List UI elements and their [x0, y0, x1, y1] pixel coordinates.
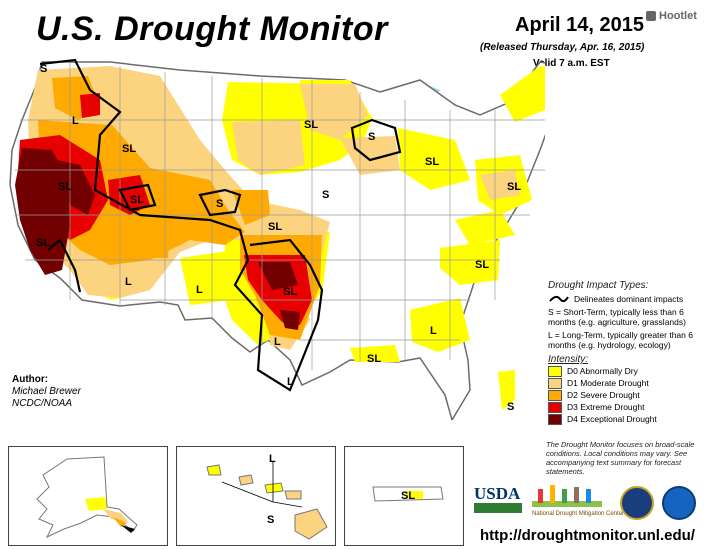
hawaii-inset: L S: [176, 446, 336, 546]
d2-label: D2 Severe Drought: [567, 390, 640, 400]
footnote: The Drought Monitor focuses on broad-sca…: [546, 440, 695, 476]
impact-label: SL: [367, 353, 381, 365]
intensity-title: Intensity:: [548, 354, 589, 365]
alaska-map: [36, 456, 138, 539]
puerto-rico-map: SL: [372, 486, 444, 502]
impact-label: L: [72, 115, 79, 127]
impact-label: S: [368, 131, 375, 143]
intensity-d0: D0 Abnormally Dry: [548, 365, 710, 377]
impact-label: SL: [58, 181, 72, 193]
hawaii-label-s: S: [267, 514, 274, 526]
d1-label: D1 Moderate Drought: [567, 378, 649, 388]
noaa-seal-icon: [662, 486, 696, 520]
impact-types-title: Drought Impact Types:: [548, 280, 649, 291]
long-term-text: L = Long-Term, typically greater than 6 …: [548, 330, 693, 350]
ndmc-logo-text: National Drought Mitigation Center: [532, 511, 625, 517]
map-labels: S L SL SL SL SL SL SL S S S SL SL L L SL…: [36, 63, 521, 413]
hawaii-map: L S: [206, 453, 328, 540]
us-drought-map: S L SL SL SL SL SL SL S S S SL SL L L SL…: [9, 58, 545, 420]
hootlet-label: Hootlet: [659, 10, 697, 22]
d1-swatch: [548, 377, 562, 389]
impact-label: L: [196, 284, 203, 296]
impact-label: SL: [425, 156, 439, 168]
owl-icon: [646, 11, 656, 22]
intensity-d4: D4 Exceptional Drought: [548, 413, 710, 425]
d3-swatch: [548, 401, 562, 413]
author-name: Michael Brewer: [12, 386, 81, 397]
alaska-inset: [8, 446, 168, 546]
impact-label: L: [430, 325, 437, 337]
state-borders: [15, 62, 545, 370]
intensity-d2: D2 Severe Drought: [548, 389, 710, 401]
d3-label: D3 Extreme Drought: [567, 402, 645, 412]
delineates-row: Delineates dominant impacts: [548, 294, 710, 304]
website-link[interactable]: http://droughtmonitor.unl.edu/: [480, 527, 695, 544]
map-date: April 14, 2015: [515, 14, 644, 36]
boundary-line-icon: [549, 295, 569, 303]
impact-label: S: [40, 63, 47, 75]
pr-label: SL: [401, 490, 415, 502]
impact-boundaries: [39, 58, 402, 392]
intensity-d1: D1 Moderate Drought: [548, 377, 710, 389]
map-title: U.S. Drought Monitor: [36, 10, 388, 48]
d2-swatch: [548, 389, 562, 401]
impact-label: L: [287, 376, 294, 388]
impact-label: SL: [130, 194, 144, 206]
usda-logo: USDA: [474, 484, 521, 503]
puerto-rico-inset: SL: [344, 446, 464, 546]
author-block: Author: Michael Brewer NCDC/NOAA: [12, 374, 81, 410]
impact-label: SL: [122, 143, 136, 155]
impact-label: S: [216, 198, 223, 210]
intensity-d3: D3 Extreme Drought: [548, 401, 710, 413]
hootlet-badge[interactable]: Hootlet: [646, 10, 697, 22]
impact-label: SL: [268, 221, 282, 233]
impact-label: SL: [304, 119, 318, 131]
intensity-list: D0 Abnormally Dry D1 Moderate Drought D2…: [548, 365, 710, 425]
impact-label: SL: [36, 237, 50, 249]
delineates-text: Delineates dominant impacts: [574, 294, 684, 304]
usda-logo-bar: [474, 503, 522, 513]
doc-seal-icon: [620, 486, 654, 520]
ndmc-logo-icon: [532, 485, 602, 507]
author-heading: Author:: [12, 374, 49, 385]
d4-swatch: [548, 413, 562, 425]
impact-label: SL: [507, 181, 521, 193]
long-term-row: L = Long-Term, typically greater than 6 …: [548, 330, 710, 350]
legend: Drought Impact Types: Delineates dominan…: [548, 280, 710, 425]
short-term-row: S = Short-Term, typically less than 6 mo…: [548, 307, 710, 327]
short-term-text: S = Short-Term, typically less than 6 mo…: [548, 307, 686, 327]
impact-label: S: [507, 401, 514, 413]
valid-time: Valid 7 a.m. EST: [533, 58, 610, 69]
release-date: (Released Thursday, Apr. 16, 2015): [480, 42, 645, 53]
d4-label: D4 Exceptional Drought: [567, 414, 657, 424]
impact-label: L: [125, 276, 132, 288]
hawaii-label-l: L: [269, 453, 276, 465]
impact-label: S: [322, 189, 329, 201]
author-org: NCDC/NOAA: [12, 398, 73, 409]
impact-label: SL: [283, 286, 297, 298]
d0-label: D0 Abnormally Dry: [567, 366, 638, 376]
impact-label: L: [274, 336, 281, 348]
d0-swatch: [548, 365, 562, 377]
impact-label: SL: [475, 259, 489, 271]
